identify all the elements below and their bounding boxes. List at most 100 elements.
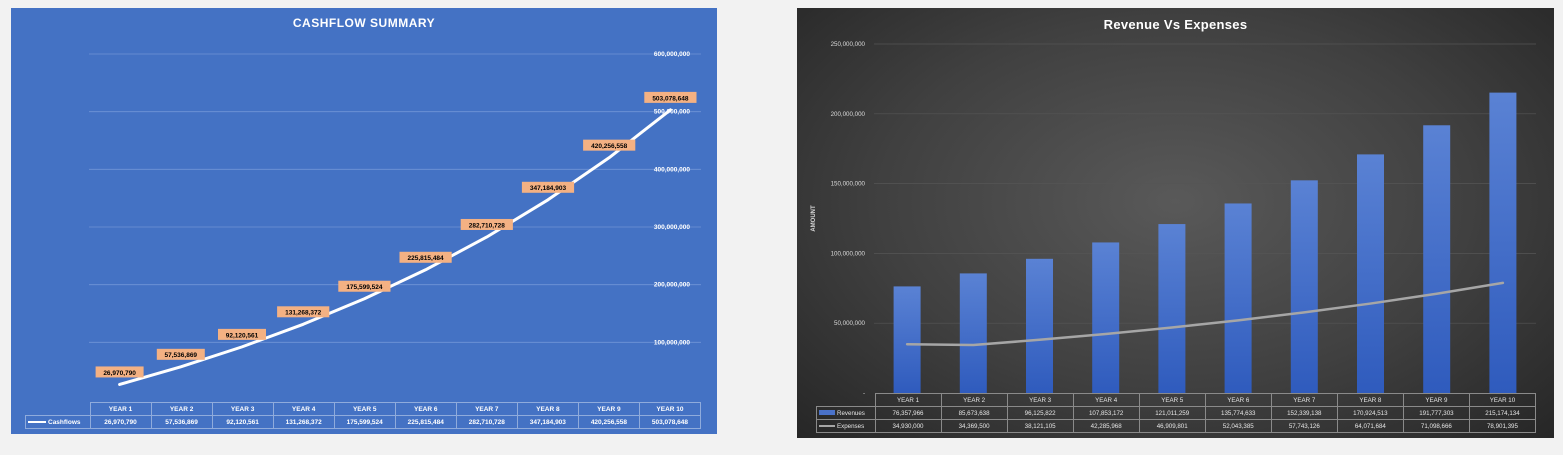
data-label-box <box>460 218 513 230</box>
legend-expenses: Expenses <box>816 419 876 433</box>
table-cell: 170,924,513 <box>1336 406 1404 420</box>
data-label-box <box>583 139 636 151</box>
revenue-bar <box>1489 92 1517 393</box>
y-tick-label: 100,000,000 <box>654 339 691 346</box>
table-cell: 46,909,801 <box>1138 419 1206 433</box>
table-cell: 85,673,638 <box>940 406 1008 420</box>
revenue-expenses-plot: -50,000,000100,000,000150,000,000200,000… <box>811 41 1536 397</box>
table-cell: 121,011,259 <box>1138 406 1206 420</box>
table-cell: 42,285,968 <box>1072 419 1140 433</box>
cashflow-plot: 100,000,000 200,000,000 300,000,000 400,000… <box>89 51 701 386</box>
table-cell: 503,078,648 <box>638 415 702 429</box>
table-header-cell: YEAR 8 <box>516 402 579 416</box>
table-header-cell: YEAR 2 <box>150 402 213 416</box>
table-header-cell: YEAR 1 <box>874 393 942 407</box>
y-tick-label: 300,000,000 <box>654 224 691 231</box>
table-corner <box>816 393 876 407</box>
table-cell: 64,071,684 <box>1336 419 1404 433</box>
table-cell: 57,536,869 <box>150 415 213 429</box>
y-tick-label: 500,000,000 <box>654 109 691 116</box>
revenue-bar <box>1092 242 1120 393</box>
y-tick-label: 150,000,000 <box>831 181 866 188</box>
table-header-cell: YEAR 3 <box>211 402 274 416</box>
data-label-box <box>277 306 330 318</box>
revenue-bar <box>1290 180 1318 393</box>
data-label: 420,256,558 <box>591 143 628 150</box>
cashflow-data-table: YEAR 1 YEAR 2 YEAR 3 YEAR 4 YEAR 5 YEAR 6 YEAR… <box>25 402 702 429</box>
table-cell: 420,256,558 <box>577 415 640 429</box>
table-header-cell: YEAR 5 <box>1138 393 1206 407</box>
table-header-cell: YEAR 10 <box>1468 393 1537 407</box>
table-header-cell: YEAR 7 <box>1270 393 1338 407</box>
revenue-expenses-data-table: YEAR 1 YEAR 2 YEAR 3 YEAR 4 YEAR 5 YEAR 6 YEAR… <box>816 393 1537 433</box>
table-header-cell: YEAR 9 <box>577 402 640 416</box>
table-header-cell: YEAR 3 <box>1006 393 1074 407</box>
data-label-box <box>95 366 144 378</box>
table-cell: 282,710,728 <box>455 415 518 429</box>
data-label-box <box>521 181 575 193</box>
table-cell: 191,777,303 <box>1402 406 1470 420</box>
table-cell: 107,853,172 <box>1072 406 1140 420</box>
data-label: 282,710,728 <box>469 222 506 229</box>
table-cell: 34,369,500 <box>940 419 1008 433</box>
table-header-cell: YEAR 1 <box>89 402 152 416</box>
y-tick-label: 200,000,000 <box>831 111 866 118</box>
table-cell: 225,815,484 <box>394 415 457 429</box>
data-label-box <box>218 328 266 340</box>
y-tick-label: 600,000,000 <box>654 51 691 58</box>
data-label: 347,184,903 <box>530 185 567 192</box>
table-cell: 152,339,138 <box>1270 406 1338 420</box>
data-label-box <box>399 251 452 263</box>
cashflows-series-line <box>118 108 672 386</box>
y-tick-label: 200,000,000 <box>654 282 691 289</box>
table-header-cell: YEAR 4 <box>272 402 335 416</box>
data-label-box <box>338 280 391 292</box>
table-corner <box>25 402 91 416</box>
data-label: 225,815,484 <box>408 255 445 262</box>
y-tick-label: 400,000,000 <box>654 166 691 173</box>
y-tick-label: 100,000,000 <box>831 250 866 257</box>
table-header-cell: YEAR 2 <box>940 393 1008 407</box>
table-cell: 76,357,966 <box>874 406 942 420</box>
revenue-bar <box>893 286 921 393</box>
y-axis-title: AMOUNT <box>811 205 817 232</box>
revenue-bar <box>1423 125 1451 394</box>
revenue-bar <box>1026 258 1053 393</box>
table-header-cell: YEAR 4 <box>1072 393 1140 407</box>
table-header-cell: YEAR 8 <box>1336 393 1404 407</box>
table-header-cell: YEAR 5 <box>333 402 396 416</box>
table-cell: 26,970,790 <box>89 415 152 429</box>
table-cell: 131,268,372 <box>272 415 335 429</box>
table-header-cell: YEAR 9 <box>1402 393 1470 407</box>
data-label-box <box>644 91 697 103</box>
table-cell: 78,901,395 <box>1468 419 1537 433</box>
data-label: 503,078,648 <box>652 95 689 102</box>
chart-title: Revenue Vs Expenses <box>1103 17 1248 32</box>
data-label-box <box>156 348 205 360</box>
table-header-cell: YEAR 7 <box>455 402 518 416</box>
table-cell: 71,098,666 <box>1402 419 1470 433</box>
legend-revenues: Revenues <box>816 406 876 420</box>
cashflow-chart-panel: CASHFLOW SUMMARY 100,000,000 200,000,000 3… <box>11 8 717 434</box>
table-cell: 135,774,633 <box>1204 406 1272 420</box>
data-label: 57,536,869 <box>165 352 198 359</box>
table-header-cell: YEAR 10 <box>638 402 702 416</box>
table-cell: 175,599,524 <box>333 415 396 429</box>
expenses-series-line <box>905 281 1505 347</box>
table-cell: 34,930,000 <box>874 419 942 433</box>
table-cell: 347,184,903 <box>516 415 579 429</box>
revenue-bar <box>959 273 987 393</box>
y-tick-label: 250,000,000 <box>831 41 866 48</box>
table-cell: 38,121,105 <box>1006 419 1074 433</box>
data-label: 175,599,524 <box>346 284 383 291</box>
table-header-cell: YEAR 6 <box>394 402 457 416</box>
y-tick-label: 50,000,000 <box>834 320 866 327</box>
legend-cashflows: Cashflows <box>25 415 91 429</box>
table-cell: 57,743,126 <box>1270 419 1338 433</box>
data-label: 92,120,561 <box>226 332 259 339</box>
table-cell: 52,043,385 <box>1204 419 1272 433</box>
data-label: 131,268,372 <box>285 310 322 317</box>
chart-title: CASHFLOW SUMMARY <box>292 16 436 30</box>
table-cell: 96,125,822 <box>1006 406 1074 420</box>
revenue-expenses-chart-panel: Revenue Vs Expenses -50,000,000 100,000,0… <box>797 8 1554 438</box>
